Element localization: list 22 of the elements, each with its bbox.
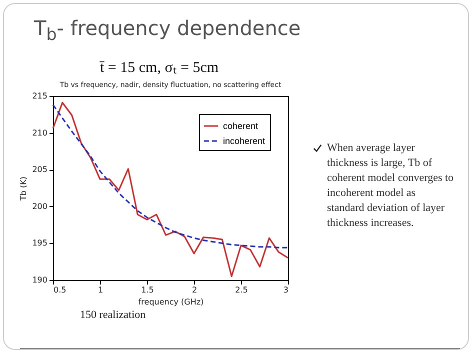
y-tick-label: 205 — [32, 165, 48, 174]
text: When average layer thickness is large, Tb of coherent model converges to incoherent model as standard deviation of layer thickness increases. — [327, 142, 454, 229]
text: 150 realization — [80, 309, 146, 321]
legend-label: incoherent — [223, 136, 266, 146]
y-tick-label: 195 — [32, 238, 48, 248]
x-tick-label: 2.5 — [235, 286, 248, 294]
line-series — [52, 104, 289, 248]
y-axis-title: Tb (K) — [19, 176, 28, 202]
y-tick-label: 200 — [32, 202, 48, 211]
y-tick-label: 190 — [32, 276, 48, 284]
line-series — [52, 102, 289, 278]
y-tick-label: 215 — [32, 92, 48, 100]
legend-label: coherent — [223, 121, 259, 131]
x-tick-label: 1.5 — [141, 286, 154, 294]
x-tick-label: 2 — [192, 286, 198, 294]
chart-title: T$_{b}$- frequency dependence — [34, 16, 301, 44]
x-tick-label: 1 — [98, 286, 104, 294]
x-tick-label: 0.5 — [54, 286, 66, 294]
chart-subtitle: t̄ = 15 cm, σₜ = 5cm — [100, 59, 219, 77]
y-tick-label: 210 — [32, 128, 48, 138]
x-tick-label: 3 — [283, 286, 288, 294]
x-axis-title: frequency (GHz) — [138, 298, 204, 306]
